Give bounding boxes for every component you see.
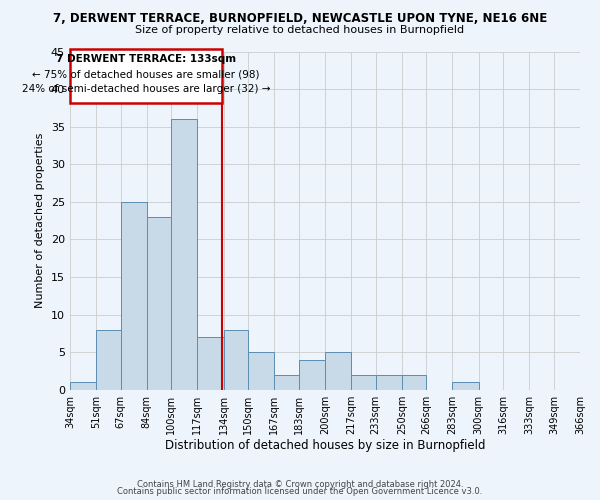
Bar bbox=[351, 374, 376, 390]
Bar bbox=[402, 374, 427, 390]
Bar bbox=[172, 119, 197, 390]
Bar bbox=[325, 352, 351, 390]
Bar bbox=[452, 382, 479, 390]
Bar bbox=[197, 337, 224, 390]
X-axis label: Distribution of detached houses by size in Burnopfield: Distribution of detached houses by size … bbox=[165, 440, 485, 452]
Bar bbox=[376, 374, 402, 390]
Text: 7, DERWENT TERRACE, BURNOPFIELD, NEWCASTLE UPON TYNE, NE16 6NE: 7, DERWENT TERRACE, BURNOPFIELD, NEWCAST… bbox=[53, 12, 547, 26]
Text: Size of property relative to detached houses in Burnopfield: Size of property relative to detached ho… bbox=[136, 25, 464, 35]
Bar bbox=[96, 330, 121, 390]
Text: 7 DERWENT TERRACE: 133sqm: 7 DERWENT TERRACE: 133sqm bbox=[56, 54, 236, 64]
Bar bbox=[274, 374, 299, 390]
Text: 24% of semi-detached houses are larger (32) →: 24% of semi-detached houses are larger (… bbox=[22, 84, 270, 94]
Bar bbox=[147, 217, 172, 390]
Bar bbox=[121, 202, 147, 390]
FancyBboxPatch shape bbox=[70, 49, 222, 102]
Bar bbox=[70, 382, 96, 390]
Bar bbox=[248, 352, 274, 390]
Text: Contains public sector information licensed under the Open Government Licence v3: Contains public sector information licen… bbox=[118, 488, 482, 496]
Text: ← 75% of detached houses are smaller (98): ← 75% of detached houses are smaller (98… bbox=[32, 69, 260, 79]
Bar bbox=[224, 330, 248, 390]
Text: Contains HM Land Registry data © Crown copyright and database right 2024.: Contains HM Land Registry data © Crown c… bbox=[137, 480, 463, 489]
Y-axis label: Number of detached properties: Number of detached properties bbox=[35, 133, 46, 308]
Bar bbox=[299, 360, 325, 390]
